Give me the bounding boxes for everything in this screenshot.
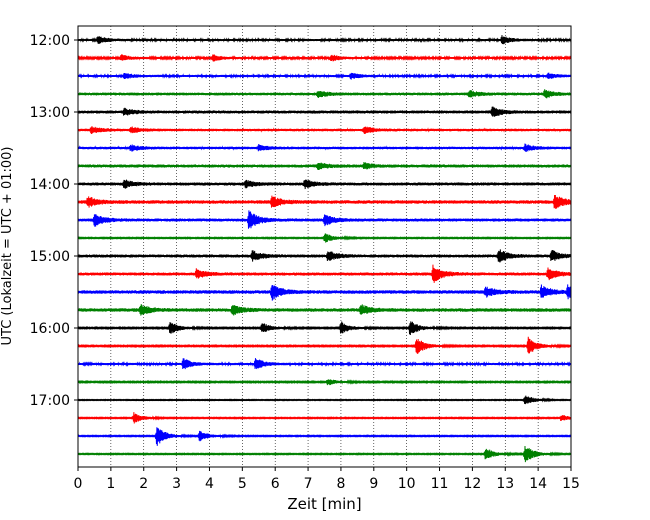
y-tick-label: 12:00 bbox=[30, 33, 70, 49]
x-tick-label: 9 bbox=[369, 476, 378, 492]
x-tick-label: 10 bbox=[398, 476, 416, 492]
y-tick-label: 16:00 bbox=[30, 321, 70, 337]
x-tick-label: 8 bbox=[336, 476, 345, 492]
x-axis-ticks: 0 1 2 3 4 5 6 7 8 9 10 11 12 13 14 15 bbox=[74, 467, 580, 492]
trace-1515 bbox=[77, 264, 572, 283]
x-tick-label: 7 bbox=[304, 476, 313, 492]
x-tick-label: 12 bbox=[463, 476, 481, 492]
trace-1345 bbox=[77, 162, 572, 171]
x-tick-label: 3 bbox=[172, 476, 181, 492]
x-tick-label: 6 bbox=[271, 476, 280, 492]
trace-1530 bbox=[77, 284, 572, 301]
y-tick-label: 13:00 bbox=[30, 105, 70, 121]
x-axis-label: Zeit [min] bbox=[287, 495, 361, 513]
y-tick-label: 14:00 bbox=[30, 177, 70, 193]
trace-1315 bbox=[77, 126, 572, 135]
x-tick-label: 15 bbox=[562, 476, 580, 492]
trace-1245 bbox=[77, 89, 572, 99]
x-tick-label: 4 bbox=[205, 476, 214, 492]
y-axis-ticks: 12:00 13:00 14:00 15:00 16:00 17:00 bbox=[30, 33, 78, 409]
x-tick-label: 14 bbox=[529, 476, 547, 492]
x-tick-label: 13 bbox=[496, 476, 514, 492]
trace-1300 bbox=[77, 106, 572, 117]
trace-1330 bbox=[77, 143, 572, 153]
x-tick-label: 1 bbox=[106, 476, 115, 492]
y-tick-label: 15:00 bbox=[30, 249, 70, 265]
x-tick-label: 0 bbox=[74, 476, 83, 492]
trace-1400 bbox=[77, 179, 572, 190]
seismogram-traces bbox=[77, 35, 572, 463]
x-tick-label: 11 bbox=[431, 476, 449, 492]
trace-1500 bbox=[77, 249, 572, 263]
trace-1415 bbox=[77, 194, 572, 210]
plot-frame bbox=[77, 25, 572, 468]
x-tick-label: 2 bbox=[139, 476, 148, 492]
trace-1430 bbox=[77, 210, 572, 229]
y-axis-label: UTC (Lokalzeit = UTC + 01:00) bbox=[0, 147, 15, 346]
y-tick-label: 17:00 bbox=[30, 393, 70, 409]
trace-1545 bbox=[77, 304, 572, 316]
x-tick-label: 5 bbox=[238, 476, 247, 492]
